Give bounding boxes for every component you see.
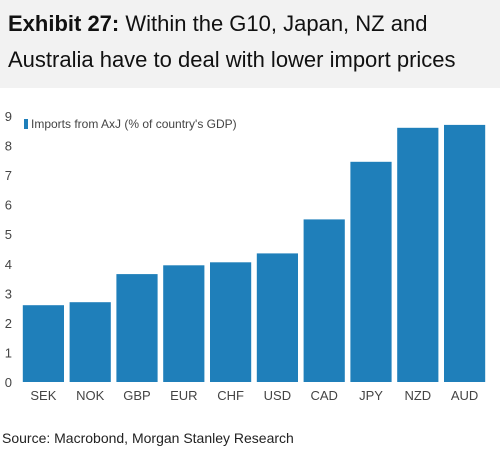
- x-tick-label: EUR: [170, 388, 197, 403]
- x-tick-label: USD: [264, 388, 291, 403]
- title-line-1: Within the G10, Japan, NZ and: [125, 11, 428, 36]
- y-tick-label: 4: [5, 257, 12, 272]
- y-tick-label: 6: [5, 198, 12, 213]
- title-line-2: Australia have to deal with lower import…: [8, 47, 456, 72]
- exhibit-label: Exhibit 27:: [8, 11, 120, 36]
- bar-jpy: [350, 161, 392, 382]
- x-tick-label: CHF: [217, 388, 244, 403]
- source-note: Source: Macrobond, Morgan Stanley Resear…: [2, 430, 294, 446]
- bar-nzd: [397, 127, 439, 382]
- x-tick-label: SEK: [30, 388, 56, 403]
- y-tick-label: 1: [5, 345, 12, 360]
- legend-swatch: [24, 119, 28, 129]
- bar-eur: [163, 265, 205, 382]
- legend-label: Imports from AxJ (% of country's GDP): [31, 117, 237, 131]
- y-tick-label: 5: [5, 227, 12, 242]
- y-tick-label: 0: [5, 375, 12, 390]
- y-tick-label: 8: [5, 139, 12, 154]
- x-tick-label: JPY: [359, 388, 383, 403]
- bar-usd: [256, 253, 298, 382]
- y-tick-label: 2: [5, 316, 12, 331]
- x-tick-label: AUD: [451, 388, 478, 403]
- y-tick-label: 3: [5, 286, 12, 301]
- bar-cad: [303, 219, 345, 382]
- x-tick-label: CAD: [310, 388, 337, 403]
- x-tick-label: NZD: [404, 388, 431, 403]
- header-band: Exhibit 27: Within the G10, Japan, NZ an…: [0, 0, 500, 88]
- y-tick-label: 7: [5, 168, 12, 183]
- x-tick-label: GBP: [123, 388, 150, 403]
- bar-gbp: [116, 274, 158, 382]
- bar-chart: 0 1 2 3 4 5 6 7 8 9 SEK NOK GBP EUR CHF USD CAD JPY NZD AUD…: [5, 109, 486, 403]
- x-tick-label: NOK: [76, 388, 105, 403]
- y-tick-label: 9: [5, 109, 12, 124]
- bar-nok: [69, 302, 111, 382]
- bar-sek: [22, 305, 64, 382]
- chart-title: Exhibit 27: Within the G10, Japan, NZ an…: [8, 6, 494, 78]
- bar-aud: [444, 124, 486, 383]
- bar-chf: [210, 262, 252, 382]
- plot-area: 0 1 2 3 4 5 6 7 8 9 SEK NOK GBP EUR CHF USD CAD JPY NZD AUD…: [0, 98, 500, 418]
